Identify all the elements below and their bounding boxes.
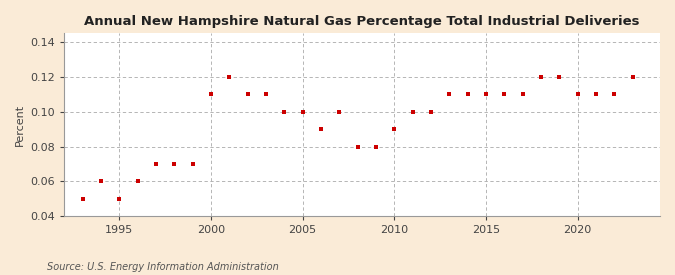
Point xyxy=(224,75,235,79)
Point xyxy=(462,92,473,97)
Y-axis label: Percent: Percent xyxy=(15,104,25,146)
Point xyxy=(481,92,491,97)
Point xyxy=(334,109,345,114)
Point xyxy=(535,75,546,79)
Point xyxy=(627,75,638,79)
Point xyxy=(517,92,528,97)
Point xyxy=(77,197,88,201)
Point xyxy=(499,92,510,97)
Point xyxy=(169,162,180,166)
Point xyxy=(242,92,253,97)
Point xyxy=(371,144,381,149)
Point xyxy=(114,197,125,201)
Point xyxy=(389,127,400,131)
Point xyxy=(206,92,217,97)
Point xyxy=(425,109,436,114)
Point xyxy=(591,92,601,97)
Point xyxy=(261,92,271,97)
Point xyxy=(572,92,583,97)
Point xyxy=(554,75,564,79)
Point xyxy=(609,92,620,97)
Title: Annual New Hampshire Natural Gas Percentage Total Industrial Deliveries: Annual New Hampshire Natural Gas Percent… xyxy=(84,15,640,28)
Point xyxy=(297,109,308,114)
Point xyxy=(187,162,198,166)
Text: Source: U.S. Energy Information Administration: Source: U.S. Energy Information Administ… xyxy=(47,262,279,272)
Point xyxy=(444,92,455,97)
Point xyxy=(407,109,418,114)
Point xyxy=(352,144,363,149)
Point xyxy=(132,179,143,184)
Point xyxy=(151,162,161,166)
Point xyxy=(96,179,107,184)
Point xyxy=(279,109,290,114)
Point xyxy=(315,127,326,131)
